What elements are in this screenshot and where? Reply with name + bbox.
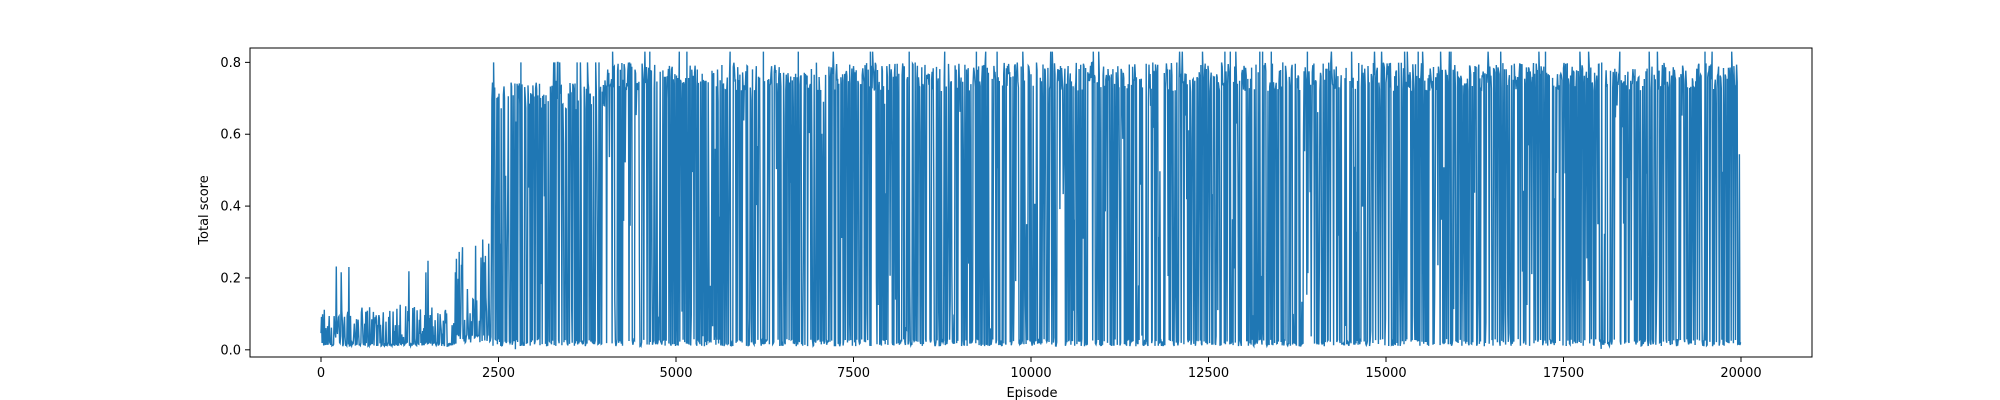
y-axis-label: Total score xyxy=(197,175,212,245)
y-tick-label: 0.2 xyxy=(220,271,241,286)
y-tick-label: 0.4 xyxy=(220,200,241,215)
x-axis-label: Episode xyxy=(1006,386,1057,400)
x-tick-label: 2500 xyxy=(482,366,515,381)
x-tick-label: 0 xyxy=(317,366,325,381)
x-tick-label: 5000 xyxy=(659,366,692,381)
y-tick-label: 0.0 xyxy=(220,343,241,358)
x-tick-label: 20000 xyxy=(1720,366,1761,381)
y-tick-label: 0.8 xyxy=(220,56,241,71)
score-series-line xyxy=(320,51,1742,350)
y-tick-label: 0.6 xyxy=(220,128,241,143)
x-tick-label: 17500 xyxy=(1543,366,1584,381)
plot-area xyxy=(320,51,1742,350)
x-tick-label: 15000 xyxy=(1365,366,1406,381)
axes: 0 2500 5000 7500 10000 12500 15000 17500 20000 0.… xyxy=(220,47,1813,381)
x-tick-label: 12500 xyxy=(1188,366,1229,381)
x-tick-label: 10000 xyxy=(1010,366,1051,381)
x-tick-label: 7500 xyxy=(837,366,870,381)
